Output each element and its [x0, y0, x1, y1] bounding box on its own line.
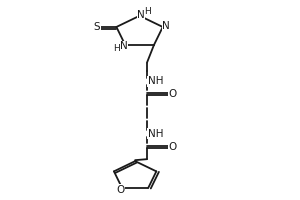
Text: N: N: [163, 21, 170, 31]
Text: O: O: [169, 89, 177, 99]
Text: NH: NH: [148, 76, 163, 86]
Text: O: O: [169, 142, 177, 152]
Text: N: N: [137, 10, 145, 20]
Text: H: H: [144, 7, 150, 16]
Text: O: O: [116, 185, 125, 195]
Text: N: N: [120, 41, 128, 51]
Text: NH: NH: [148, 129, 163, 139]
Text: S: S: [94, 22, 101, 32]
Text: H: H: [114, 44, 120, 53]
